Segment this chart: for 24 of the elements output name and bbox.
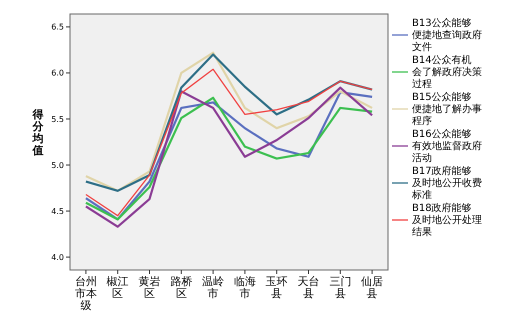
x-tick-label: 黄岩区	[138, 275, 160, 300]
x-tick-label: 仙居县	[361, 275, 384, 300]
y-tick-label: 5.5	[51, 114, 64, 124]
line-series	[85, 68, 373, 216]
y-tick-label: 6.0	[51, 68, 64, 78]
x-tick-label: 临海市	[234, 275, 256, 300]
legend-label: B14公众有机会了解政府决策过程	[412, 54, 482, 90]
legend-label: B18政府能够及时地公开处理结果	[412, 202, 482, 238]
legend-label: B13公众能够便捷地查询政府文件	[412, 17, 482, 53]
x-tick-label: 天台县	[298, 275, 320, 300]
y-axis-title: 得分均值	[32, 108, 44, 157]
x-tick-label: 路桥区	[170, 275, 192, 300]
legend-label: B16公众能够有效地监督政府活动	[412, 128, 482, 164]
legend-label: B15公众能够便捷地了解办事程序	[412, 91, 482, 127]
y-tick-label: 4.5	[51, 206, 64, 216]
y-tick-label: 4.0	[51, 252, 64, 262]
legend-label: B17政府能够及时地公开收费标准	[411, 165, 482, 201]
y-tick-label: 6.5	[51, 22, 64, 32]
y-tick-label: 5.0	[51, 160, 64, 170]
x-tick-label: 玉环县	[266, 275, 288, 300]
x-tick-label: 台州市本级	[74, 275, 97, 312]
x-tick-label: 椒江区	[106, 275, 129, 300]
x-tick-label: 三门县	[329, 275, 352, 300]
x-tick-label: 温岭市	[202, 275, 224, 300]
